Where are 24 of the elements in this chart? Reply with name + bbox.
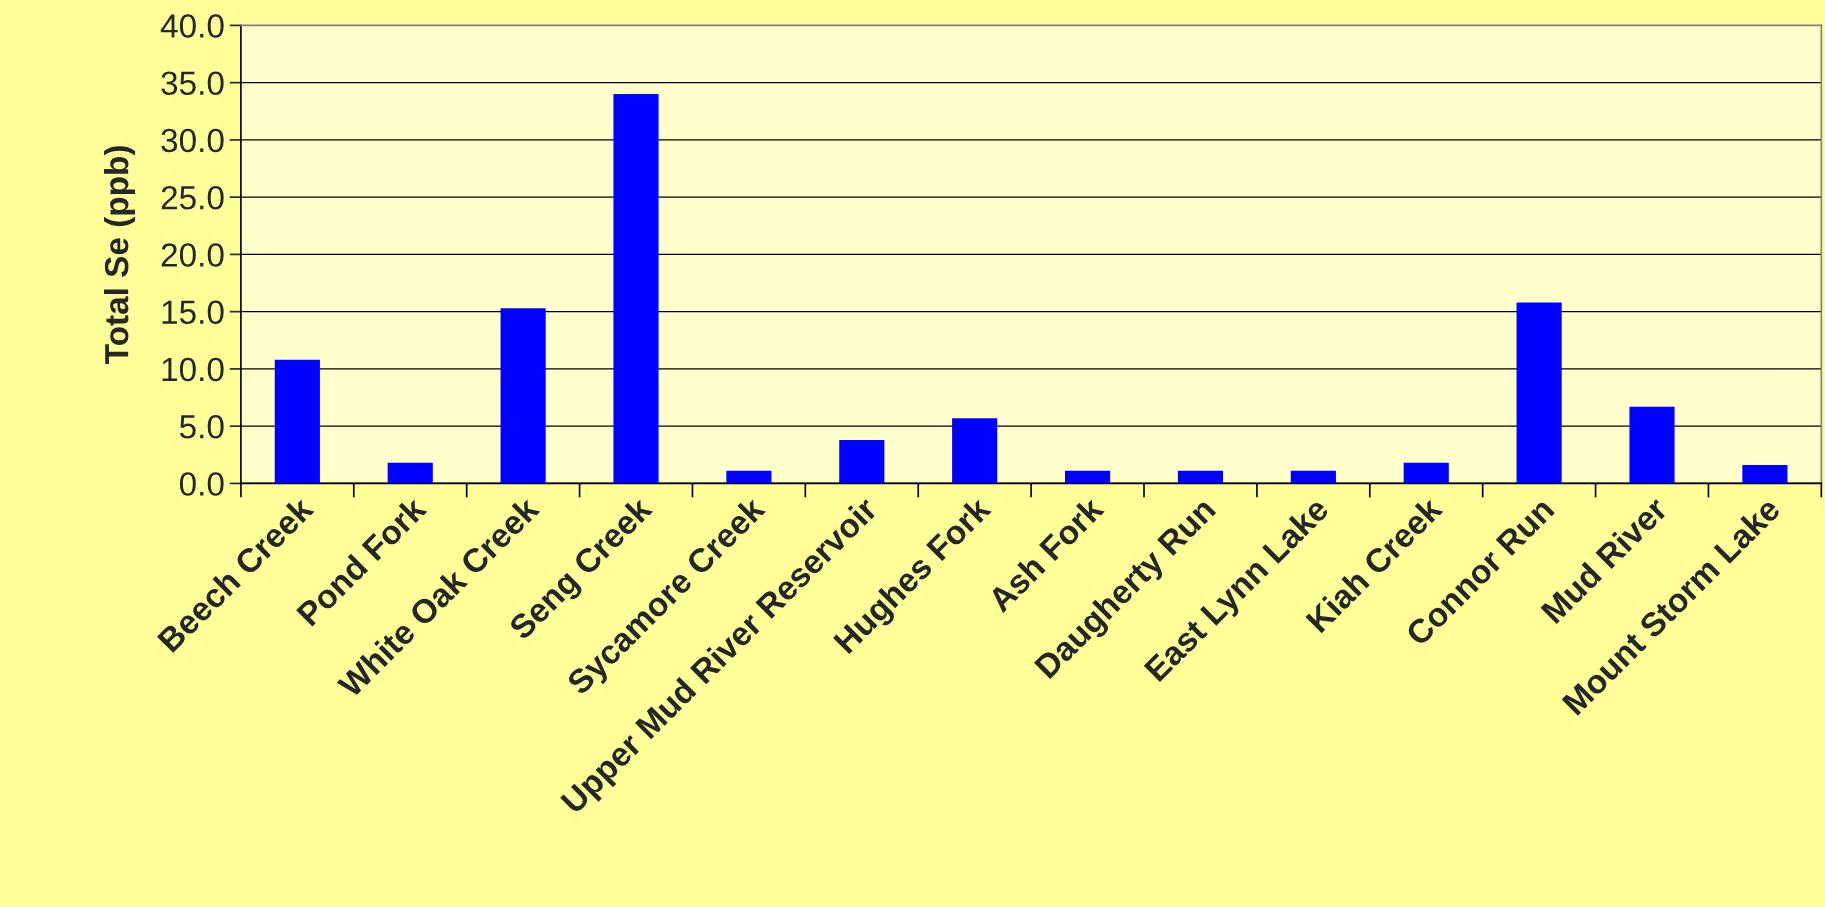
y-tick-label: 0.0 [179, 472, 224, 496]
bar [1403, 462, 1449, 484]
y-tick-label: 10.0 [162, 357, 224, 382]
bar [500, 308, 546, 484]
bar [613, 94, 659, 484]
bar [952, 418, 998, 484]
y-tick-label: 5.0 [179, 414, 224, 439]
y-tick-label: 30.0 [161, 128, 224, 153]
y-tick-label: 40.0 [160, 14, 224, 38]
bar [1629, 406, 1675, 484]
bar [1290, 470, 1336, 484]
bar [274, 359, 320, 484]
bar [1516, 302, 1562, 484]
y-tick-label: 35.0 [161, 71, 224, 96]
bar [387, 462, 433, 484]
bar [839, 439, 885, 484]
y-tick-label: 25.0 [161, 185, 224, 210]
bar [1177, 470, 1224, 484]
bar [1064, 470, 1111, 484]
y-axis-title: Total Se (ppb) [103, 146, 136, 364]
y-tick-label: 15.0 [162, 300, 224, 325]
bar [1742, 465, 1788, 484]
y-tick-label: 20.0 [161, 243, 224, 267]
bar [726, 470, 772, 484]
